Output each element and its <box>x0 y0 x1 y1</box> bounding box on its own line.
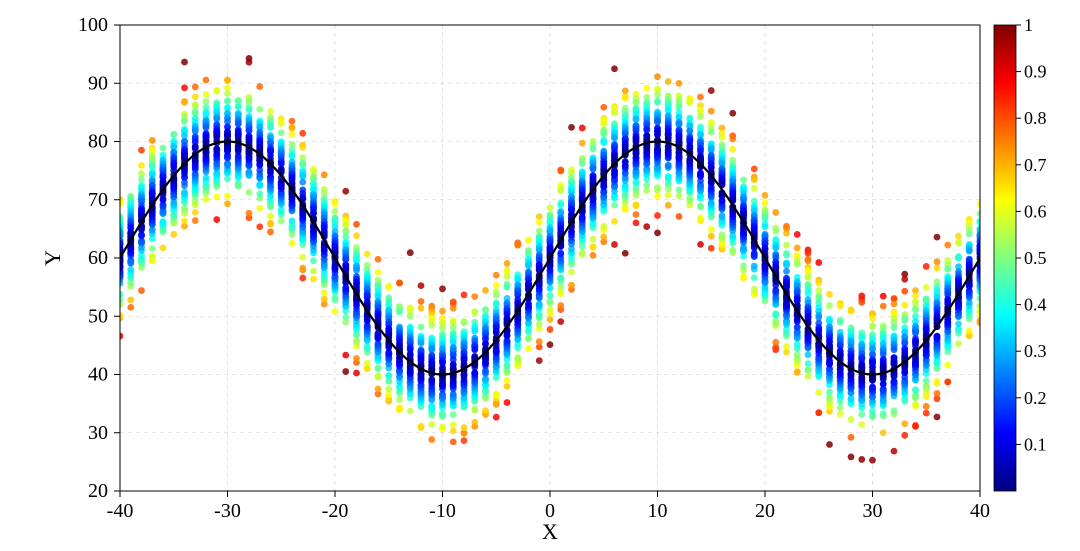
x-tick-label: 30 <box>863 500 883 522</box>
x-tick-label: 40 <box>970 500 990 522</box>
x-tick-label: -30 <box>214 500 241 522</box>
y-tick-label: 100 <box>78 14 108 36</box>
colorbar-tick-label: 0.8 <box>1024 108 1047 128</box>
x-tick-label: 20 <box>755 500 775 522</box>
colorbar-tick-label: 0.1 <box>1024 434 1047 454</box>
y-tick-label: 80 <box>88 131 108 153</box>
y-tick-label: 70 <box>88 189 108 211</box>
colorbar-tick-label: 1 <box>1024 15 1033 35</box>
colorbar-tick-label: 0.7 <box>1024 155 1047 175</box>
y-tick-label: 30 <box>88 422 108 444</box>
y-tick-label: 40 <box>88 364 108 386</box>
x-tick-label: 10 <box>648 500 668 522</box>
x-tick-label: -40 <box>107 500 134 522</box>
y-axis-label: Y <box>40 250 65 266</box>
colorbar-tick-label: 0.2 <box>1024 388 1047 408</box>
y-tick-label: 60 <box>88 247 108 269</box>
x-tick-label: -10 <box>429 500 456 522</box>
y-tick-label: 90 <box>88 72 108 94</box>
colorbar-tick-label: 0.5 <box>1024 248 1047 268</box>
chart-container: -40-30-20-100102030402030405060708090100… <box>0 0 1080 551</box>
x-tick-label: -20 <box>322 500 349 522</box>
colorbar <box>994 25 1016 491</box>
x-axis-label: X <box>542 519 558 544</box>
colorbar-tick-label: 0.4 <box>1024 295 1047 315</box>
colorbar-tick-label: 0.6 <box>1024 201 1047 221</box>
colorbar-tick-label: 0.3 <box>1024 341 1047 361</box>
scatter-chart: -40-30-20-100102030402030405060708090100… <box>0 0 1080 551</box>
colorbar-tick-label: 0.9 <box>1024 62 1047 82</box>
y-tick-label: 20 <box>88 480 108 502</box>
y-tick-label: 50 <box>88 305 108 327</box>
